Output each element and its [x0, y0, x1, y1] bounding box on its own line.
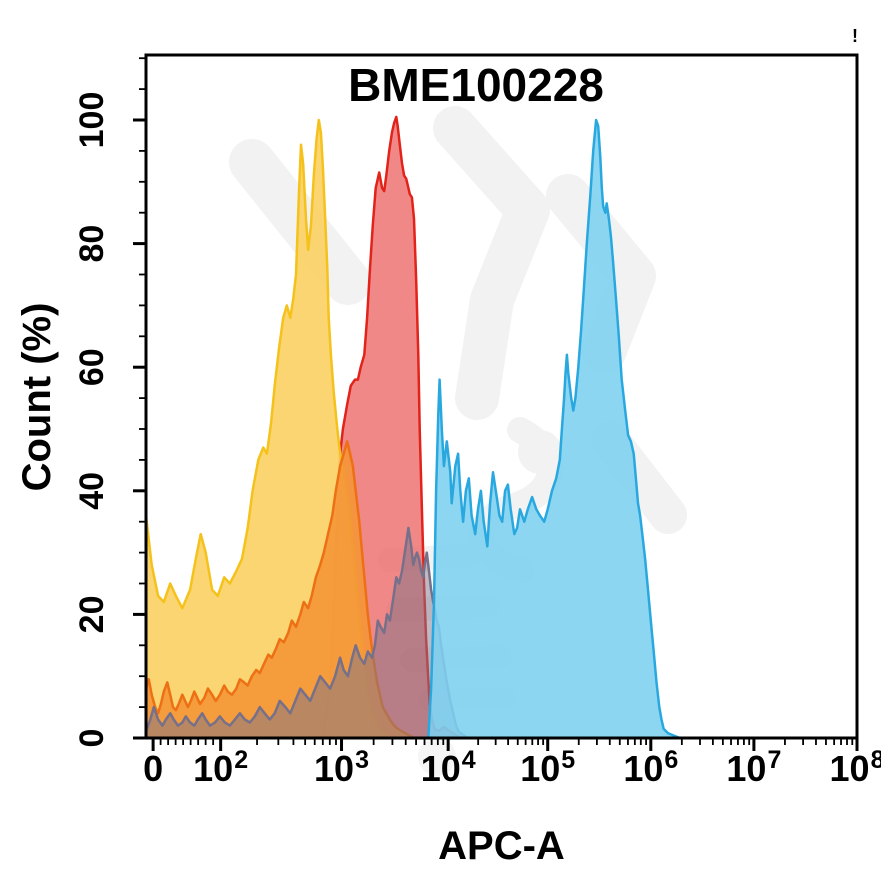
x-tick-label: 106: [623, 746, 679, 789]
x-axis-label: APC-A: [438, 824, 565, 868]
axes-layer: [133, 53, 859, 751]
orange-histogram: [144, 440, 416, 740]
histogram-series-layer: [144, 115, 682, 740]
gray-histogram: [144, 526, 470, 740]
blue-histogram: [427, 118, 682, 740]
x-tick-label: 108: [829, 746, 881, 789]
y-tick-labels: 0 20 40 60 80 100: [73, 92, 111, 748]
y-tick-label: 0: [73, 729, 111, 748]
x-tick-label: 105: [520, 746, 576, 789]
y-tick-label: 80: [73, 225, 111, 263]
plot-frame: [144, 53, 859, 740]
x-tick-label: 104: [420, 746, 476, 789]
x-tick-label: 102: [193, 746, 249, 789]
y-tick-label: 40: [73, 472, 111, 510]
x-tick-label: 0: [143, 748, 164, 789]
corner-artifact-mark: !: [852, 26, 858, 46]
y-axis-label: Count (%): [15, 302, 59, 492]
y-tick-label: 20: [73, 595, 111, 633]
x-tick-label: 103: [314, 746, 369, 789]
y-tick-label: 60: [73, 348, 111, 386]
y-tick-label: 100: [73, 92, 111, 149]
chart-title: BME100228: [348, 59, 604, 111]
x-tick-label: 107: [726, 746, 782, 789]
